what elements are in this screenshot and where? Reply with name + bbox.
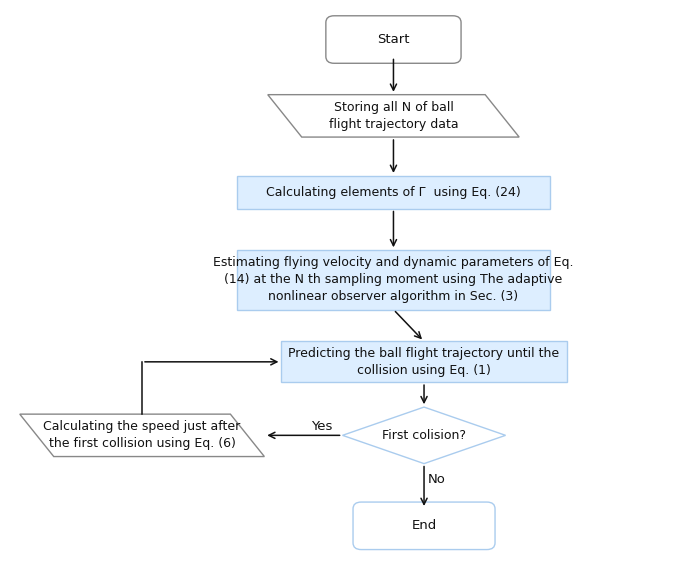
Text: First colision?: First colision? (382, 429, 466, 442)
Polygon shape (342, 407, 506, 464)
Bar (237, 176, 550, 208)
Text: No: No (427, 473, 445, 486)
Text: Storing all N of ball
flight trajectory data: Storing all N of ball flight trajectory … (329, 101, 458, 131)
Text: Start: Start (377, 33, 410, 46)
Polygon shape (268, 95, 519, 137)
Text: Calculating the speed just after
the first collision using Eq. (6): Calculating the speed just after the fir… (43, 420, 240, 451)
FancyBboxPatch shape (353, 502, 495, 549)
Text: Yes: Yes (312, 420, 333, 433)
Text: Predicting the ball flight trajectory until the
collision using Eq. (1): Predicting the ball flight trajectory un… (288, 347, 560, 377)
Bar (282, 341, 566, 382)
Polygon shape (20, 414, 264, 457)
Text: Estimating flying velocity and dynamic parameters of Eq.
(14) at the N th sampli: Estimating flying velocity and dynamic p… (213, 256, 574, 303)
Text: Calculating elements of Γ  using Eq. (24): Calculating elements of Γ using Eq. (24) (266, 186, 521, 199)
FancyBboxPatch shape (326, 16, 461, 63)
Bar (237, 250, 550, 309)
Text: End: End (412, 519, 436, 532)
